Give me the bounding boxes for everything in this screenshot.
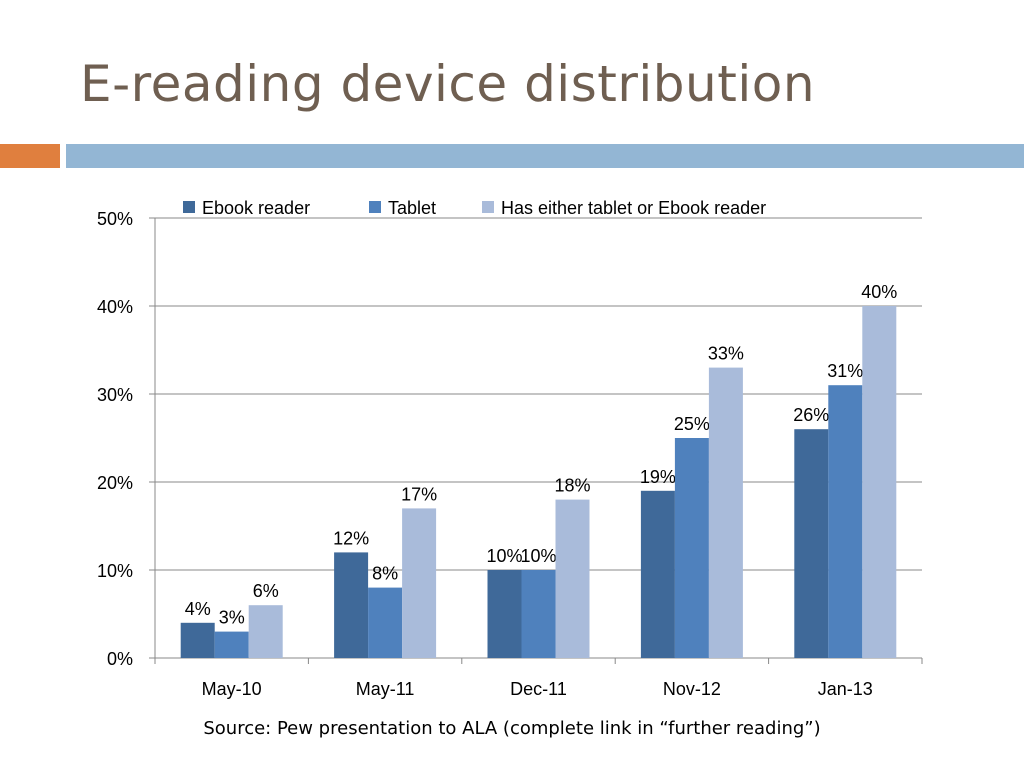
data-label: 8% xyxy=(372,564,398,584)
bar xyxy=(487,570,522,658)
data-label: 26% xyxy=(793,405,829,425)
x-tick-label: May-10 xyxy=(202,679,262,699)
accent-bar-blue xyxy=(66,144,1024,168)
bar xyxy=(862,306,897,658)
data-label: 25% xyxy=(674,414,710,434)
data-label: 10% xyxy=(520,546,556,566)
bar xyxy=(180,622,215,658)
data-label: 18% xyxy=(554,476,590,496)
legend-swatch xyxy=(369,201,381,213)
bar xyxy=(334,552,369,658)
bar xyxy=(708,367,743,658)
legend-label: Tablet xyxy=(388,198,436,218)
x-tick-label: Dec-11 xyxy=(510,679,567,699)
bar xyxy=(248,605,283,658)
accent-bar-orange xyxy=(0,144,60,168)
bar xyxy=(640,490,675,658)
data-label: 6% xyxy=(253,581,279,601)
bar xyxy=(555,499,590,658)
x-tick-label: Jan-13 xyxy=(818,679,873,699)
slide-title: E-reading device distribution xyxy=(80,55,816,113)
y-tick-label: 50% xyxy=(97,209,133,229)
bar xyxy=(368,587,403,658)
bar xyxy=(794,429,829,658)
legend-label: Ebook reader xyxy=(202,198,310,218)
source-note: Source: Pew presentation to ALA (complet… xyxy=(203,718,821,739)
legend-swatch xyxy=(482,201,494,213)
data-label: 40% xyxy=(861,282,897,302)
data-label: 31% xyxy=(827,361,863,381)
x-tick-label: Nov-12 xyxy=(663,679,721,699)
data-label: 17% xyxy=(401,484,437,504)
y-tick-label: 30% xyxy=(97,385,133,405)
y-tick-label: 10% xyxy=(97,561,133,581)
y-tick-label: 20% xyxy=(97,473,133,493)
bar xyxy=(521,570,556,658)
data-label: 3% xyxy=(219,608,245,628)
y-tick-label: 40% xyxy=(97,297,133,317)
bar xyxy=(214,631,249,658)
bar xyxy=(828,385,863,658)
y-tick-label: 0% xyxy=(107,649,133,669)
bar xyxy=(402,508,437,658)
legend-label: Has either tablet or Ebook reader xyxy=(501,198,766,218)
data-label: 33% xyxy=(708,344,744,364)
data-label: 12% xyxy=(333,528,369,548)
bar xyxy=(674,438,709,658)
legend-swatch xyxy=(183,201,195,213)
data-label: 19% xyxy=(640,467,676,487)
x-tick-label: May-11 xyxy=(356,679,415,699)
data-label: 4% xyxy=(185,599,211,619)
data-label: 10% xyxy=(486,546,522,566)
